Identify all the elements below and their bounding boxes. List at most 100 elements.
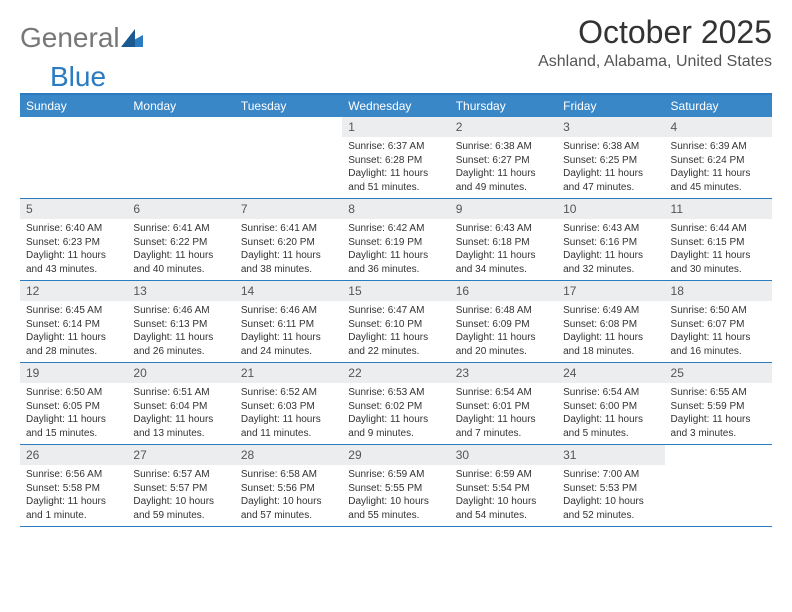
day-details: Sunrise: 6:47 AMSunset: 6:10 PMDaylight:… xyxy=(342,301,449,362)
day-cell xyxy=(127,117,234,198)
day-line: Sunset: 6:08 PM xyxy=(563,318,658,332)
day-line: Sunset: 6:02 PM xyxy=(348,400,443,414)
title-block: October 2025 Ashland, Alabama, United St… xyxy=(538,14,772,71)
day-line: Sunrise: 7:00 AM xyxy=(563,468,658,482)
day-cell xyxy=(235,117,342,198)
day-line: Sunrise: 6:54 AM xyxy=(563,386,658,400)
day-cell: 11Sunrise: 6:44 AMSunset: 6:15 PMDayligh… xyxy=(665,199,772,280)
weekday-header: Friday xyxy=(557,95,664,117)
day-line: Sunrise: 6:55 AM xyxy=(671,386,766,400)
day-number: 13 xyxy=(127,281,234,301)
day-line: Daylight: 11 hours xyxy=(26,331,121,345)
day-cell: 1Sunrise: 6:37 AMSunset: 6:28 PMDaylight… xyxy=(342,117,449,198)
day-cell: 20Sunrise: 6:51 AMSunset: 6:04 PMDayligh… xyxy=(127,363,234,444)
day-line: Sunrise: 6:51 AM xyxy=(133,386,228,400)
day-cell: 6Sunrise: 6:41 AMSunset: 6:22 PMDaylight… xyxy=(127,199,234,280)
day-line: Sunrise: 6:37 AM xyxy=(348,140,443,154)
day-details: Sunrise: 6:38 AMSunset: 6:27 PMDaylight:… xyxy=(450,137,557,198)
day-details: Sunrise: 6:56 AMSunset: 5:58 PMDaylight:… xyxy=(20,465,127,526)
day-line: Sunset: 5:54 PM xyxy=(456,482,551,496)
day-line: Sunrise: 6:41 AM xyxy=(241,222,336,236)
day-details: Sunrise: 6:51 AMSunset: 6:04 PMDaylight:… xyxy=(127,383,234,444)
day-line: Daylight: 11 hours xyxy=(348,249,443,263)
day-line: Sunset: 6:11 PM xyxy=(241,318,336,332)
day-details: Sunrise: 6:50 AMSunset: 6:05 PMDaylight:… xyxy=(20,383,127,444)
day-line: and 51 minutes. xyxy=(348,181,443,195)
day-line: Sunrise: 6:57 AM xyxy=(133,468,228,482)
day-line: Daylight: 10 hours xyxy=(241,495,336,509)
day-details: Sunrise: 6:52 AMSunset: 6:03 PMDaylight:… xyxy=(235,383,342,444)
day-line: Daylight: 11 hours xyxy=(456,249,551,263)
day-line: Sunrise: 6:59 AM xyxy=(348,468,443,482)
day-line: Sunset: 5:55 PM xyxy=(348,482,443,496)
day-cell: 29Sunrise: 6:59 AMSunset: 5:55 PMDayligh… xyxy=(342,445,449,526)
day-number: 2 xyxy=(450,117,557,137)
day-line: Sunset: 6:19 PM xyxy=(348,236,443,250)
day-line: Daylight: 11 hours xyxy=(348,167,443,181)
day-line: and 32 minutes. xyxy=(563,263,658,277)
day-number: 12 xyxy=(20,281,127,301)
day-line: and 40 minutes. xyxy=(133,263,228,277)
day-line: Daylight: 11 hours xyxy=(348,331,443,345)
day-number: 23 xyxy=(450,363,557,383)
day-line: Daylight: 11 hours xyxy=(671,331,766,345)
day-line: Sunset: 6:07 PM xyxy=(671,318,766,332)
day-line: Sunset: 6:04 PM xyxy=(133,400,228,414)
day-cell: 13Sunrise: 6:46 AMSunset: 6:13 PMDayligh… xyxy=(127,281,234,362)
day-line: Daylight: 11 hours xyxy=(241,249,336,263)
day-cell xyxy=(20,117,127,198)
day-line: Sunset: 5:53 PM xyxy=(563,482,658,496)
day-line: Sunrise: 6:40 AM xyxy=(26,222,121,236)
day-number: 9 xyxy=(450,199,557,219)
day-line: and 28 minutes. xyxy=(26,345,121,359)
day-line: and 18 minutes. xyxy=(563,345,658,359)
week-row: 5Sunrise: 6:40 AMSunset: 6:23 PMDaylight… xyxy=(20,199,772,281)
day-details: Sunrise: 6:53 AMSunset: 6:02 PMDaylight:… xyxy=(342,383,449,444)
day-line: Sunrise: 6:52 AM xyxy=(241,386,336,400)
day-cell: 15Sunrise: 6:47 AMSunset: 6:10 PMDayligh… xyxy=(342,281,449,362)
day-cell: 26Sunrise: 6:56 AMSunset: 5:58 PMDayligh… xyxy=(20,445,127,526)
day-line: Daylight: 11 hours xyxy=(456,331,551,345)
day-number: 8 xyxy=(342,199,449,219)
day-line: Daylight: 11 hours xyxy=(26,249,121,263)
day-cell: 4Sunrise: 6:39 AMSunset: 6:24 PMDaylight… xyxy=(665,117,772,198)
day-line: and 45 minutes. xyxy=(671,181,766,195)
day-line: Sunset: 6:13 PM xyxy=(133,318,228,332)
day-line: Daylight: 11 hours xyxy=(456,167,551,181)
day-line: and 49 minutes. xyxy=(456,181,551,195)
week-row: 26Sunrise: 6:56 AMSunset: 5:58 PMDayligh… xyxy=(20,445,772,527)
day-number: 11 xyxy=(665,199,772,219)
day-line: Sunset: 6:00 PM xyxy=(563,400,658,414)
day-cell: 9Sunrise: 6:43 AMSunset: 6:18 PMDaylight… xyxy=(450,199,557,280)
day-cell: 2Sunrise: 6:38 AMSunset: 6:27 PMDaylight… xyxy=(450,117,557,198)
day-details: Sunrise: 6:45 AMSunset: 6:14 PMDaylight:… xyxy=(20,301,127,362)
week-row: 12Sunrise: 6:45 AMSunset: 6:14 PMDayligh… xyxy=(20,281,772,363)
day-number: 7 xyxy=(235,199,342,219)
day-line: and 36 minutes. xyxy=(348,263,443,277)
day-details: Sunrise: 6:37 AMSunset: 6:28 PMDaylight:… xyxy=(342,137,449,198)
day-line: and 24 minutes. xyxy=(241,345,336,359)
day-line: and 52 minutes. xyxy=(563,509,658,523)
day-details: Sunrise: 6:40 AMSunset: 6:23 PMDaylight:… xyxy=(20,219,127,280)
day-line: Daylight: 11 hours xyxy=(26,413,121,427)
day-details: Sunrise: 6:39 AMSunset: 6:24 PMDaylight:… xyxy=(665,137,772,198)
day-line: and 59 minutes. xyxy=(133,509,228,523)
day-line: Sunrise: 6:43 AM xyxy=(563,222,658,236)
day-cell: 28Sunrise: 6:58 AMSunset: 5:56 PMDayligh… xyxy=(235,445,342,526)
day-line: Sunset: 6:22 PM xyxy=(133,236,228,250)
day-line: and 47 minutes. xyxy=(563,181,658,195)
day-details: Sunrise: 6:42 AMSunset: 6:19 PMDaylight:… xyxy=(342,219,449,280)
day-line: Daylight: 10 hours xyxy=(563,495,658,509)
day-line: Sunrise: 6:59 AM xyxy=(456,468,551,482)
day-cell: 3Sunrise: 6:38 AMSunset: 6:25 PMDaylight… xyxy=(557,117,664,198)
day-cell: 17Sunrise: 6:49 AMSunset: 6:08 PMDayligh… xyxy=(557,281,664,362)
day-line: Sunset: 6:24 PM xyxy=(671,154,766,168)
day-line: Sunrise: 6:38 AM xyxy=(563,140,658,154)
day-line: Sunrise: 6:39 AM xyxy=(671,140,766,154)
day-cell xyxy=(665,445,772,526)
weeks-container: 1Sunrise: 6:37 AMSunset: 6:28 PMDaylight… xyxy=(20,117,772,527)
day-number: 10 xyxy=(557,199,664,219)
day-details: Sunrise: 6:43 AMSunset: 6:18 PMDaylight:… xyxy=(450,219,557,280)
day-cell: 22Sunrise: 6:53 AMSunset: 6:02 PMDayligh… xyxy=(342,363,449,444)
weekday-header: Wednesday xyxy=(342,95,449,117)
